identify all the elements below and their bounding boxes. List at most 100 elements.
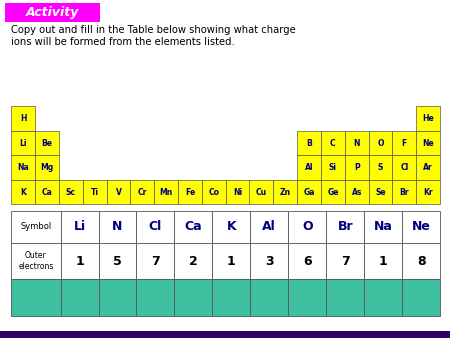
Bar bbox=[416, 131, 440, 155]
Bar bbox=[175, 211, 212, 243]
Bar bbox=[326, 211, 364, 243]
Bar bbox=[321, 155, 345, 180]
Text: K: K bbox=[20, 188, 26, 197]
Bar bbox=[61, 211, 99, 243]
Text: Br: Br bbox=[338, 220, 353, 234]
Text: P: P bbox=[354, 163, 360, 172]
Text: Al: Al bbox=[262, 220, 276, 234]
Bar bbox=[326, 279, 364, 316]
Bar bbox=[250, 211, 288, 243]
Bar bbox=[212, 279, 250, 316]
Bar bbox=[369, 131, 392, 155]
Bar bbox=[402, 279, 440, 316]
Text: N: N bbox=[353, 139, 360, 148]
Bar bbox=[0, 331, 450, 338]
Text: Na: Na bbox=[374, 220, 392, 234]
Text: Sc: Sc bbox=[66, 188, 76, 197]
Text: O: O bbox=[377, 139, 384, 148]
Bar bbox=[136, 243, 175, 279]
Bar bbox=[345, 180, 369, 204]
Bar bbox=[273, 180, 297, 204]
Text: Outer
electrons: Outer electrons bbox=[18, 251, 54, 271]
Bar bbox=[288, 211, 326, 243]
Bar bbox=[225, 180, 249, 204]
Bar bbox=[402, 243, 440, 279]
Text: Copy out and fill in the Table below showing what charge
ions will be formed fro: Copy out and fill in the Table below sho… bbox=[11, 25, 296, 47]
Text: 2: 2 bbox=[189, 255, 198, 267]
Bar bbox=[297, 180, 321, 204]
Bar bbox=[130, 180, 154, 204]
Text: F: F bbox=[402, 139, 407, 148]
Bar bbox=[416, 180, 440, 204]
Text: Fe: Fe bbox=[185, 188, 195, 197]
Text: Ne: Ne bbox=[422, 139, 434, 148]
Text: Cu: Cu bbox=[256, 188, 267, 197]
Text: Ti: Ti bbox=[90, 188, 99, 197]
Text: Li: Li bbox=[73, 220, 86, 234]
Text: 1: 1 bbox=[75, 255, 84, 267]
Text: S: S bbox=[378, 163, 383, 172]
Text: 7: 7 bbox=[151, 255, 160, 267]
Bar bbox=[326, 243, 364, 279]
Text: Li: Li bbox=[19, 139, 27, 148]
Bar bbox=[59, 180, 83, 204]
Bar bbox=[416, 106, 440, 131]
Bar bbox=[345, 131, 369, 155]
Text: O: O bbox=[302, 220, 313, 234]
Bar bbox=[364, 279, 402, 316]
Text: Ar: Ar bbox=[423, 163, 433, 172]
Text: B: B bbox=[306, 139, 312, 148]
Text: V: V bbox=[116, 188, 122, 197]
Bar bbox=[83, 180, 107, 204]
Text: 1: 1 bbox=[227, 255, 236, 267]
Text: Ca: Ca bbox=[41, 188, 52, 197]
Text: 7: 7 bbox=[341, 255, 350, 267]
Bar bbox=[35, 180, 59, 204]
Text: Ga: Ga bbox=[303, 188, 315, 197]
Text: As: As bbox=[351, 188, 362, 197]
Text: Na: Na bbox=[17, 163, 29, 172]
Bar bbox=[175, 279, 212, 316]
Bar bbox=[297, 155, 321, 180]
Text: Mg: Mg bbox=[40, 163, 54, 172]
Bar bbox=[99, 211, 136, 243]
Text: Cl: Cl bbox=[400, 163, 409, 172]
Bar bbox=[11, 155, 35, 180]
Bar bbox=[345, 155, 369, 180]
Bar bbox=[136, 279, 175, 316]
Bar bbox=[297, 131, 321, 155]
Text: 1: 1 bbox=[379, 255, 387, 267]
Bar bbox=[154, 180, 178, 204]
Bar bbox=[321, 180, 345, 204]
Bar bbox=[11, 211, 61, 243]
Bar bbox=[212, 211, 250, 243]
Bar bbox=[288, 279, 326, 316]
Text: Kr: Kr bbox=[423, 188, 433, 197]
Text: Si: Si bbox=[329, 163, 337, 172]
Bar bbox=[136, 211, 175, 243]
Text: Ne: Ne bbox=[412, 220, 431, 234]
Bar bbox=[364, 243, 402, 279]
Bar bbox=[61, 243, 99, 279]
Bar bbox=[392, 131, 416, 155]
Text: 6: 6 bbox=[303, 255, 311, 267]
Bar bbox=[61, 279, 99, 316]
Bar bbox=[392, 155, 416, 180]
Text: Al: Al bbox=[305, 163, 313, 172]
Text: Symbol: Symbol bbox=[20, 222, 52, 232]
Bar bbox=[107, 180, 130, 204]
Text: Be: Be bbox=[41, 139, 53, 148]
Bar bbox=[250, 243, 288, 279]
Text: H: H bbox=[20, 114, 27, 123]
Bar bbox=[369, 155, 392, 180]
Bar bbox=[35, 155, 59, 180]
Bar bbox=[35, 131, 59, 155]
Text: 8: 8 bbox=[417, 255, 425, 267]
Bar bbox=[11, 279, 61, 316]
Text: Cl: Cl bbox=[149, 220, 162, 234]
Text: Co: Co bbox=[208, 188, 219, 197]
Text: Zn: Zn bbox=[280, 188, 291, 197]
Bar bbox=[11, 131, 35, 155]
Text: 5: 5 bbox=[113, 255, 122, 267]
Bar bbox=[178, 180, 202, 204]
